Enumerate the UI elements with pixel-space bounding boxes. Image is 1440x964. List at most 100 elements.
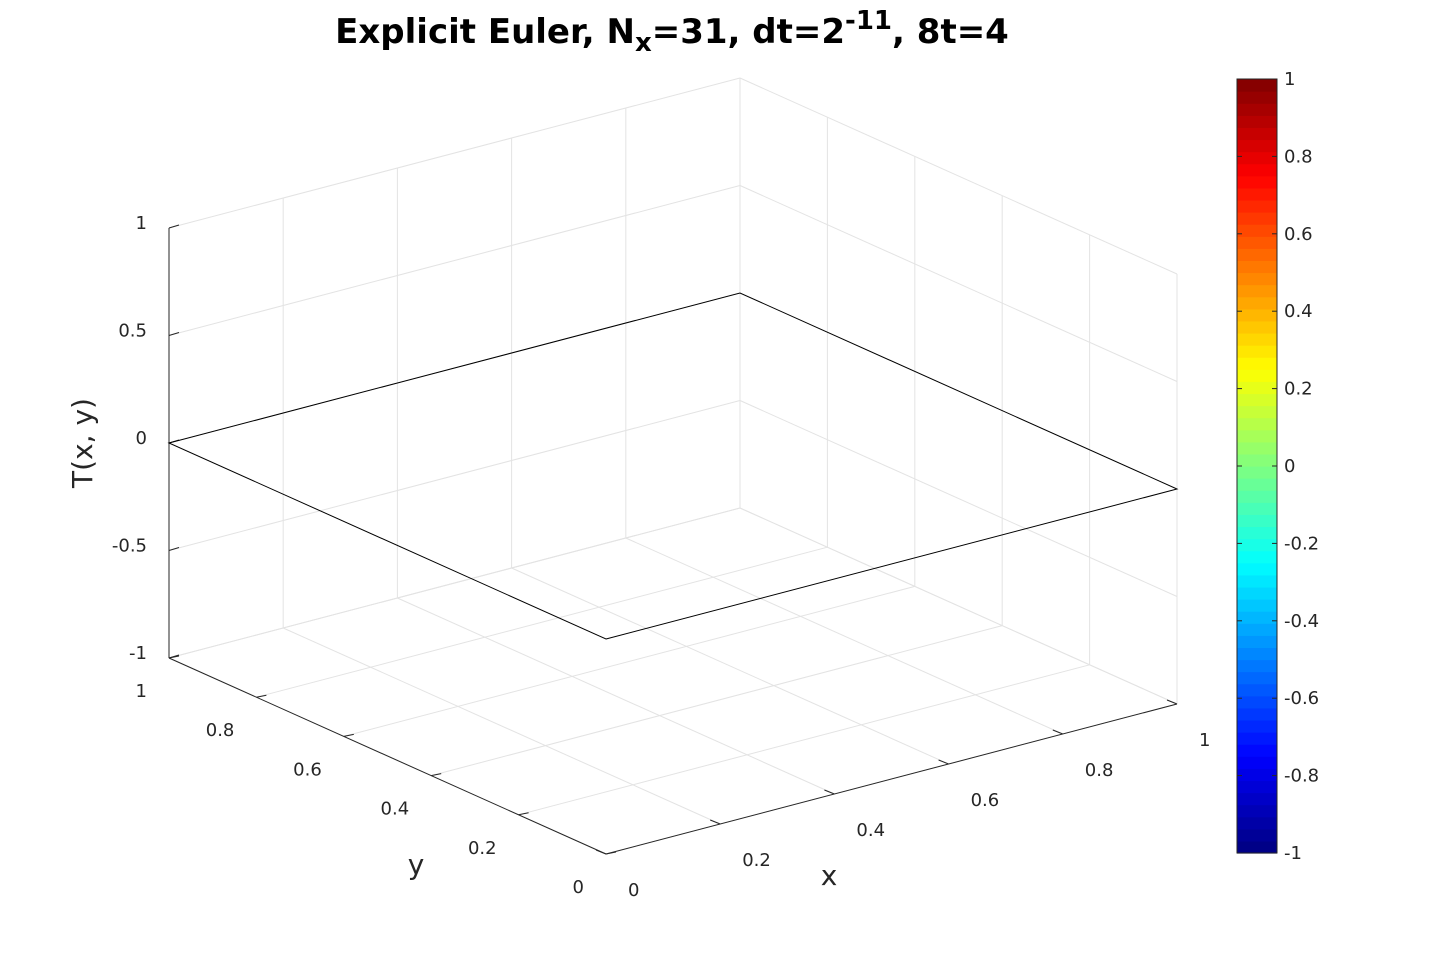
colorbar-segment (1237, 405, 1277, 419)
grid-line-floor-y (256, 546, 828, 698)
colorbar-segment (1237, 163, 1277, 177)
x-axis-label: x (821, 859, 838, 892)
grid-line-back-z (168, 400, 741, 551)
colorbar-segment (1237, 296, 1277, 310)
colorbar-segment (1237, 792, 1277, 806)
colorbar-segment (1237, 139, 1277, 153)
colorbar-segment (1237, 623, 1277, 636)
surface-plot (167, 292, 1179, 640)
colorbar-segment (1237, 756, 1277, 769)
colorbar-tick-label: -0.6 (1284, 688, 1319, 709)
colorbar-segment (1237, 79, 1277, 92)
colorbar-tick-label: 0.4 (1284, 301, 1313, 322)
y-tick-label: 0.8 (206, 720, 235, 741)
colorbar-segment (1237, 526, 1277, 540)
y-tick-label: 0.4 (381, 799, 410, 820)
colorbar-segment (1237, 599, 1277, 612)
colorbar-segment (1237, 562, 1277, 576)
z-tick-label: 0.5 (118, 321, 147, 342)
x-tick-mark (595, 849, 607, 855)
colorbar-segment (1237, 320, 1277, 334)
grid-line-floor-y (431, 625, 1003, 777)
colorbar-segment (1237, 429, 1277, 443)
z-tick-mark (168, 224, 180, 229)
colorbar-segment (1237, 224, 1277, 237)
colorbar-segment (1237, 284, 1277, 298)
z-tick-label: -0.5 (112, 536, 147, 557)
y-tick-label: 0.6 (293, 759, 322, 780)
colorbar-tick-label: -0.4 (1284, 611, 1319, 632)
y-tick-label: 1 (136, 681, 147, 702)
colorbar-segment (1237, 514, 1277, 528)
colorbar-tick-label: -0.2 (1284, 533, 1319, 554)
colorbar-segment (1237, 490, 1277, 503)
colorbar-segment (1237, 647, 1277, 661)
grid-line-floor-x (397, 597, 835, 795)
colorbar-tick-label: -0.8 (1284, 766, 1319, 787)
colorbar-tick-label: 0.2 (1284, 379, 1313, 400)
z-axis-label: T(x, y) (66, 398, 99, 489)
colorbar-segment (1237, 611, 1277, 624)
grid-line-side-z (739, 507, 1178, 705)
colorbar-segment (1237, 151, 1277, 165)
colorbar-segment (1237, 502, 1277, 515)
colorbar-segment (1237, 732, 1277, 745)
colorbar-tick-label: 0.8 (1284, 146, 1313, 167)
colorbar-segment (1237, 744, 1277, 757)
colorbar-segment (1237, 369, 1277, 382)
colorbar-segment (1237, 804, 1277, 818)
y-tick-mark (431, 773, 442, 777)
y-tick-label: 0.2 (468, 838, 497, 859)
title-middle: =31, dt=2 (651, 12, 846, 52)
y-tick-mark (605, 851, 617, 855)
x-tick-mark (710, 819, 721, 825)
colorbar-segment (1237, 828, 1277, 842)
y-tick-mark (518, 812, 529, 816)
z-tick-mark (168, 547, 180, 551)
colorbar-segment (1237, 659, 1277, 673)
colorbar-tick-label: 1 (1284, 69, 1295, 90)
z-tick-mark (168, 332, 180, 336)
title-superscript: -11 (845, 6, 893, 36)
colorbar-segment (1237, 550, 1277, 564)
colorbar-segment (1237, 91, 1277, 104)
grid-line-side-z (739, 400, 1178, 597)
colorbar-segment (1237, 212, 1277, 225)
x-tick-label: 0.2 (742, 850, 771, 871)
surface-edges (167, 292, 1179, 640)
colorbar-segment (1237, 345, 1277, 358)
colorbar-segment (1237, 574, 1277, 588)
grid-line-side-z (739, 77, 1178, 275)
colorbar-segment (1237, 381, 1277, 395)
x-tick-label: 1 (1199, 730, 1210, 751)
colorbar-segment (1237, 683, 1277, 697)
grid-line-floor-x (511, 567, 949, 765)
x-tick-mark (1052, 729, 1063, 735)
colorbar-segment (1237, 199, 1277, 213)
colorbar-segment (1237, 768, 1277, 782)
colorbar-segment (1237, 635, 1277, 649)
colorbar-segment (1237, 103, 1277, 116)
title-prefix: Explicit Euler, N (335, 12, 635, 52)
colorbar-segment (1237, 453, 1277, 467)
chart-title: Explicit Euler, Nx=31, dt=2-11, 8t=4 (0, 8, 1344, 56)
colorbar-segment (1237, 115, 1277, 128)
grid-line-floor-x (625, 537, 1064, 735)
colorbar-segment (1237, 466, 1277, 479)
z-tick-label: -1 (129, 643, 147, 664)
title-suffix: , 8t=4 (892, 12, 1009, 52)
colorbar-segment (1237, 260, 1277, 274)
y-tick-label: 0 (573, 877, 584, 898)
x-tick-label: 0 (628, 880, 639, 901)
title-subscript: x (634, 28, 652, 58)
colorbar-segment (1237, 308, 1277, 322)
colorbar-segment (1237, 780, 1277, 794)
colorbar-tick-label: -1 (1284, 843, 1302, 864)
colorbar: -1 -0.8 -0.6 -0.4 -0.2 0 0.2 0.4 0.6 0.8 1 (1236, 69, 1319, 864)
colorbar-segment (1237, 236, 1277, 249)
colorbar-segment (1237, 393, 1277, 407)
colorbar-segment (1237, 671, 1277, 685)
colorbar-segment (1237, 816, 1277, 830)
